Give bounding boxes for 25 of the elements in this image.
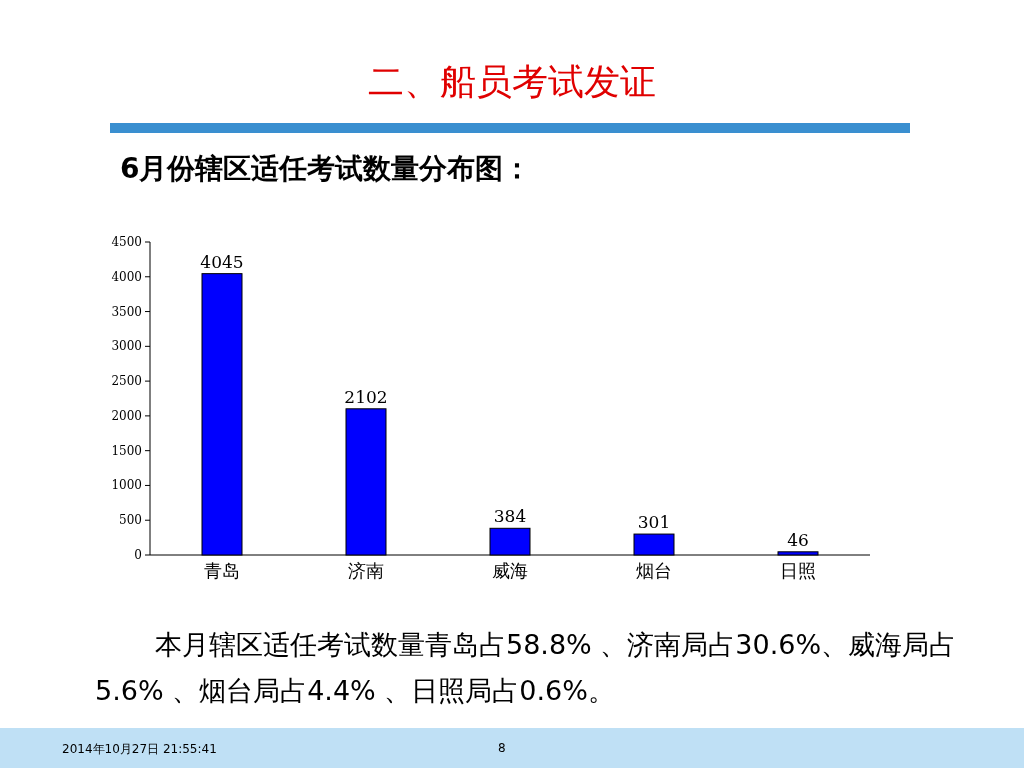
text: 8 [498, 741, 506, 755]
data-label: 4045 [200, 251, 244, 272]
y-tick-label: 0 [134, 548, 142, 562]
text: 2014年10月27日 21:55:41 [62, 741, 217, 758]
x-tick-label: 济南 [348, 560, 384, 581]
data-label: 384 [493, 506, 527, 527]
y-tick-label: 1000 [111, 478, 142, 493]
data-label: 301 [637, 512, 671, 533]
x-tick-label: 烟台 [636, 560, 672, 581]
data-label: 46 [787, 529, 809, 550]
chart-subtitle: 6月份辖区适任考试数量分布图： [120, 151, 532, 187]
x-tick-label: 青岛 [204, 560, 240, 581]
data-label: 2102 [344, 386, 388, 407]
x-tick-label: 威海 [492, 560, 528, 581]
y-tick-label: 2000 [111, 408, 142, 423]
y-tick-label: 1500 [111, 443, 142, 458]
y-tick-label: 2500 [111, 374, 142, 389]
chart-title: 二、船员考试发证 [367, 60, 657, 104]
y-tick-label: 3500 [111, 304, 142, 319]
y-tick-label: 3000 [111, 339, 142, 354]
text: 本月辖区适任考试数量青岛占58.8% 、济南局占30.6%、威海局占5.6% 、烟台局占4.4% 、日照局占0.6%。 [95, 628, 958, 708]
y-tick-label: 500 [119, 513, 142, 528]
y-tick-label: 4000 [111, 269, 142, 284]
y-tick-label: 4500 [111, 235, 142, 249]
x-tick-label: 日照 [780, 560, 816, 581]
